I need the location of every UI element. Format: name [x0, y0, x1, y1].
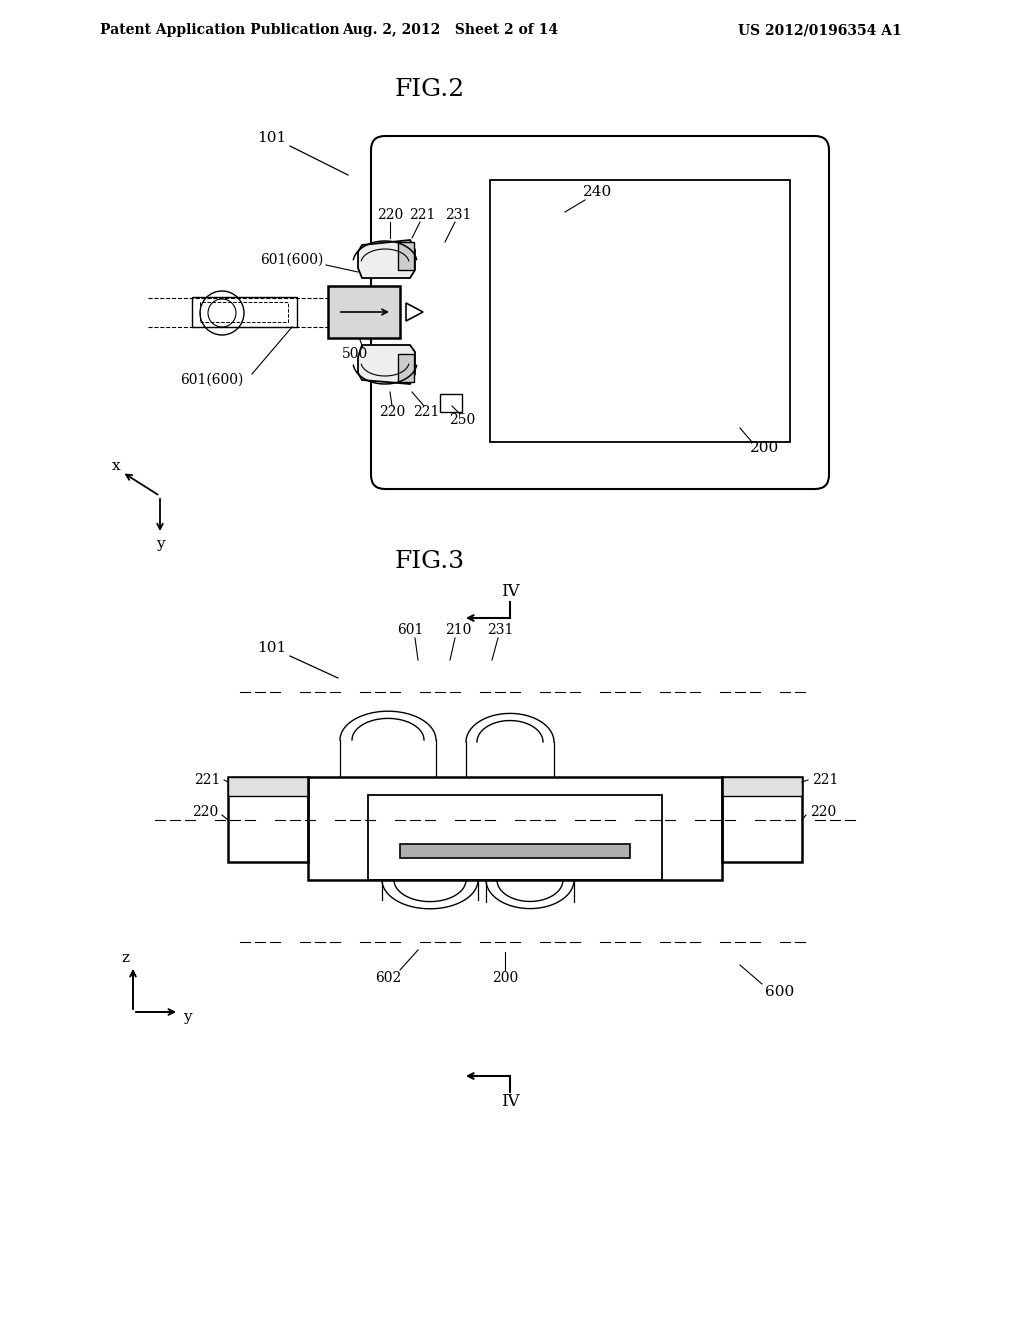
Bar: [722, 777, 802, 862]
Bar: [368, 795, 662, 880]
Text: z: z: [121, 950, 129, 965]
Polygon shape: [358, 240, 415, 279]
Polygon shape: [358, 345, 415, 384]
Bar: [308, 777, 722, 880]
Text: 221: 221: [413, 405, 439, 418]
Text: 101: 101: [257, 131, 287, 145]
Bar: [398, 242, 414, 271]
Bar: [328, 286, 400, 338]
Text: IV: IV: [501, 583, 519, 601]
Text: IV: IV: [501, 1093, 519, 1110]
Text: y: y: [182, 1010, 191, 1024]
Text: 601(600): 601(600): [180, 374, 244, 387]
Text: 220: 220: [377, 209, 403, 222]
Text: 220: 220: [379, 405, 406, 418]
Bar: [398, 354, 414, 381]
Text: 601(600): 601(600): [260, 253, 324, 267]
Bar: [200, 302, 288, 322]
Text: 500: 500: [342, 347, 368, 360]
Bar: [193, 297, 297, 327]
Text: x: x: [112, 459, 120, 473]
Text: 600: 600: [765, 985, 795, 999]
Text: FIG.2: FIG.2: [395, 78, 465, 102]
Text: 221: 221: [409, 209, 435, 222]
Text: 601: 601: [397, 623, 423, 638]
Text: 200: 200: [492, 972, 518, 985]
Text: 602: 602: [375, 972, 401, 985]
Text: FIG.3: FIG.3: [395, 550, 465, 573]
Bar: [440, 393, 462, 412]
Text: 221: 221: [812, 774, 839, 787]
Text: Aug. 2, 2012   Sheet 2 of 14: Aug. 2, 2012 Sheet 2 of 14: [342, 22, 558, 37]
Bar: [400, 843, 630, 858]
Text: 240: 240: [584, 185, 612, 199]
Text: y: y: [156, 537, 164, 550]
Text: 231: 231: [486, 623, 513, 638]
Text: 231: 231: [444, 209, 471, 222]
Bar: [490, 180, 790, 442]
Text: US 2012/0196354 A1: US 2012/0196354 A1: [738, 22, 902, 37]
FancyBboxPatch shape: [371, 136, 829, 488]
Text: 221: 221: [194, 774, 220, 787]
Text: 101: 101: [257, 642, 287, 655]
Text: 220: 220: [191, 805, 218, 818]
Bar: [228, 777, 308, 796]
Text: Patent Application Publication: Patent Application Publication: [100, 22, 340, 37]
Text: 250: 250: [449, 413, 475, 426]
Bar: [228, 777, 308, 862]
Bar: [722, 777, 802, 796]
Text: 200: 200: [751, 441, 779, 455]
Text: 220: 220: [810, 805, 837, 818]
Text: 210: 210: [444, 623, 471, 638]
